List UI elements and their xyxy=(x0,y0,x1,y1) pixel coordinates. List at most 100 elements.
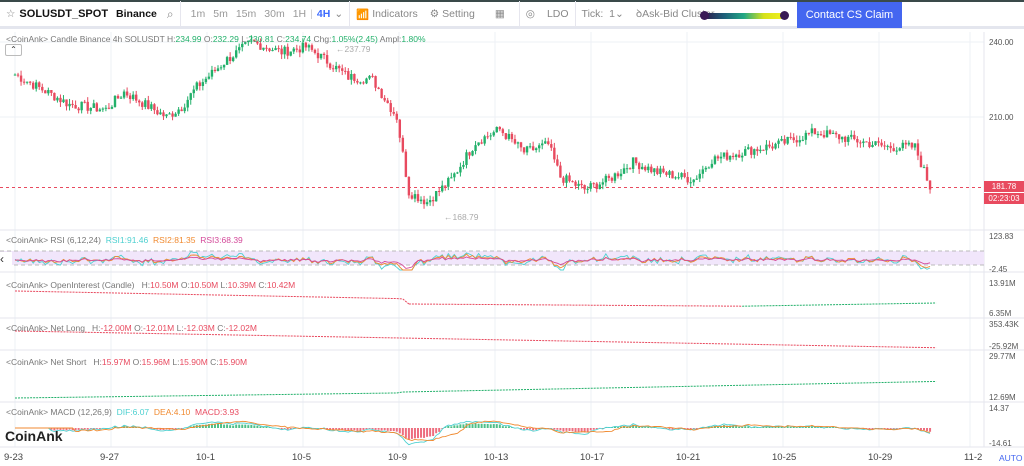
macd-bar xyxy=(262,427,265,428)
candle xyxy=(556,159,559,166)
macd-bar xyxy=(220,424,223,428)
candle xyxy=(453,173,456,178)
candle xyxy=(89,107,92,111)
macd-bar xyxy=(244,424,247,428)
macd-bar xyxy=(753,427,756,428)
macd-bar xyxy=(392,428,395,432)
macd-bar xyxy=(156,428,159,430)
candle xyxy=(713,156,717,164)
tf-1m[interactable]: 1m xyxy=(190,8,206,20)
macd-bar xyxy=(529,428,532,430)
candle xyxy=(810,128,814,134)
candle xyxy=(844,136,847,142)
setting-button[interactable]: ⚙ Setting xyxy=(424,2,481,26)
macd-bar xyxy=(89,428,92,429)
candle xyxy=(689,182,692,184)
macd-bar xyxy=(923,428,925,431)
candle xyxy=(234,50,238,58)
macd-bar xyxy=(774,426,777,428)
macd-bar xyxy=(98,428,101,429)
macd-bar xyxy=(217,423,220,428)
candle xyxy=(862,141,865,144)
candle xyxy=(907,142,911,145)
candle-countdown: 02:23:03 xyxy=(984,193,1024,204)
candle xyxy=(13,74,17,76)
candle xyxy=(398,119,402,138)
cluster-icon: ꝺ xyxy=(635,8,643,20)
candle xyxy=(901,142,904,149)
tick-selector[interactable]: Tick: 1 ⌄ xyxy=(576,2,630,26)
chevron-left-icon[interactable]: ‹ xyxy=(0,252,12,270)
candle xyxy=(653,168,656,173)
macd-bar xyxy=(213,424,216,428)
candle xyxy=(507,133,511,139)
search-icon[interactable]: ⌕ xyxy=(166,6,174,21)
macd-bar xyxy=(423,428,426,438)
tf-5m[interactable]: 5m xyxy=(213,8,228,20)
candle xyxy=(865,141,868,143)
date-label: 10-1 xyxy=(196,452,216,463)
candle xyxy=(541,143,544,146)
candle xyxy=(107,107,111,109)
collapse-button[interactable]: ⌃ xyxy=(5,44,22,56)
candle xyxy=(628,168,632,170)
star-icon[interactable]: ☆ xyxy=(6,8,16,20)
candle xyxy=(668,171,671,175)
macd-bar xyxy=(201,424,204,428)
macd-bar xyxy=(589,428,592,431)
macd-bar xyxy=(356,428,359,431)
candle xyxy=(477,142,480,146)
macd-bar xyxy=(232,425,235,428)
chevron-down-icon: ⌄ xyxy=(615,8,624,20)
candle xyxy=(292,48,295,52)
netlong-axis-label: -25.92M xyxy=(989,342,1019,351)
candle xyxy=(250,39,253,41)
candle xyxy=(392,111,395,114)
macd-bar xyxy=(374,428,377,430)
timeframe-selector: 1m 5m 15m 30m 1H | 4H ⌄ xyxy=(190,8,344,20)
ldo-selector[interactable]: LDO xyxy=(541,2,575,26)
candle xyxy=(480,142,483,144)
candle xyxy=(450,177,453,179)
layout-button[interactable]: ▦ xyxy=(481,2,519,26)
candle-legend: <CoinAnk> Candle Binance 4h SOLUSDT H:23… xyxy=(6,34,426,44)
macd-bar xyxy=(289,428,292,429)
visibility-button[interactable]: ◎ xyxy=(520,2,541,26)
macd-bar xyxy=(174,428,177,430)
heatmap-gradient-slider[interactable] xyxy=(704,13,784,19)
candle xyxy=(874,141,877,145)
macd-bar xyxy=(671,428,674,430)
indicators-button[interactable]: 📶 Indicators xyxy=(350,2,424,26)
macd-bar xyxy=(250,424,253,428)
candle xyxy=(68,103,71,107)
macd-bar xyxy=(501,426,504,428)
candle xyxy=(795,140,798,143)
macd-bar xyxy=(804,426,807,428)
candle xyxy=(744,149,747,156)
candle xyxy=(41,86,44,91)
tf-1h[interactable]: 1H xyxy=(292,8,307,20)
tf-30m[interactable]: 30m xyxy=(264,8,285,20)
macd-bar xyxy=(50,428,53,430)
symbol-block[interactable]: ☆ SOLUSDT_SPOT Binance ⌕ xyxy=(0,2,180,26)
tf-4h[interactable]: 4H xyxy=(316,8,331,20)
contact-cs-claim-button[interactable]: Contact CS Claim xyxy=(797,2,902,28)
macd-bar xyxy=(771,427,774,428)
candle xyxy=(350,74,353,80)
candle xyxy=(783,138,786,144)
chevron-down-icon[interactable]: ⌄ xyxy=(334,8,344,20)
candle xyxy=(871,144,874,148)
auto-scale-button[interactable]: AUTO xyxy=(999,453,1023,463)
macd-bar xyxy=(347,428,350,431)
slider-handle-right[interactable] xyxy=(780,11,789,20)
price-axis-label: 240.00 xyxy=(989,38,1014,47)
macd-bar xyxy=(644,427,647,428)
macd-bar xyxy=(126,426,129,428)
macd-bar xyxy=(229,425,232,428)
tf-15m[interactable]: 15m xyxy=(235,8,257,20)
slider-handle-left[interactable] xyxy=(700,11,709,20)
candle xyxy=(153,104,156,111)
candle xyxy=(816,134,820,136)
candle xyxy=(98,109,102,112)
